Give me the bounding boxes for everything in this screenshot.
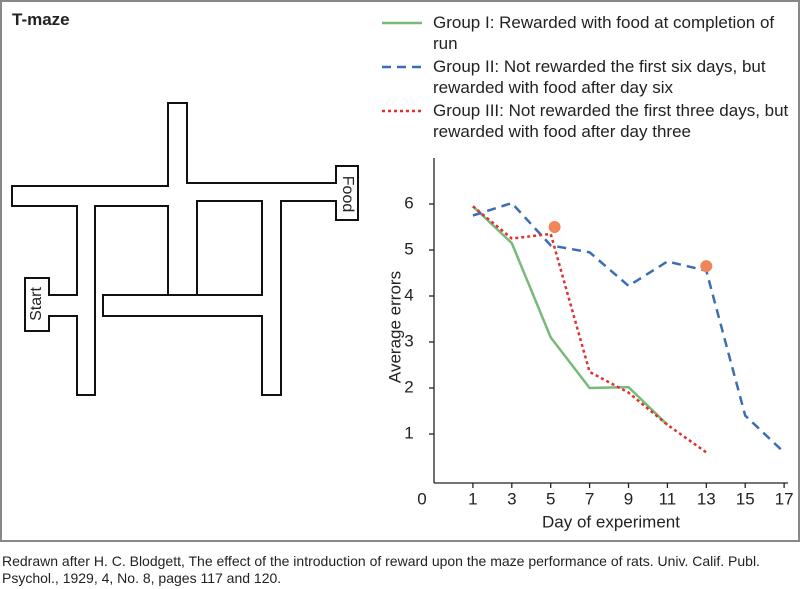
- maze: [11, 102, 359, 396]
- legend-label: Group I: Rewarded with food at completio…: [433, 13, 775, 53]
- legend-swatch: [382, 109, 422, 113]
- y-tick-label: 5: [404, 239, 413, 258]
- series-line: [472, 205, 708, 454]
- series-line: [472, 205, 669, 426]
- y-tick-label: 6: [404, 193, 413, 212]
- y-tick-label: 1: [404, 423, 413, 442]
- maze-start: Start: [28, 287, 45, 321]
- y-tick-label: 4: [404, 285, 413, 304]
- legend: Group I: Rewarded with food at completio…: [380, 12, 798, 144]
- x-tick-label: 7: [585, 489, 594, 508]
- x-tick-label: 13: [697, 489, 716, 508]
- maze-food: Food: [339, 176, 356, 212]
- x-tick-label: 11: [659, 489, 677, 508]
- caption: Redrawn after H. C. Blodgett, The effect…: [2, 553, 760, 586]
- reward-marker: [548, 221, 561, 233]
- x-tick-label: 15: [736, 489, 755, 508]
- legend-label: Group III: Not rewarded the first three …: [433, 101, 789, 141]
- x-tick-label: 3: [507, 489, 516, 508]
- x-tick-label: 1: [468, 489, 477, 508]
- legend-swatch: [382, 65, 422, 69]
- figure-title: T-maze: [12, 10, 70, 29]
- legend-item: Group III: Not rewarded the first three …: [380, 100, 798, 142]
- y-tick-label: 2: [404, 377, 413, 396]
- series-line: [472, 201, 785, 454]
- x-tick-label: 17: [775, 489, 794, 508]
- figure-frame: [0, 0, 800, 542]
- y-tick-label: 0: [417, 489, 426, 508]
- legend-item: Group II: Not rewarded the first six day…: [380, 56, 798, 98]
- x-tick-label: 5: [546, 489, 555, 508]
- legend-item: Group I: Rewarded with food at completio…: [380, 12, 798, 54]
- reward-marker: [700, 260, 713, 273]
- x-tick-label: 9: [624, 489, 633, 508]
- x-axis-label: Day of experiment: [542, 512, 680, 531]
- y-axis-label: Average errors: [385, 271, 404, 383]
- legend-swatch: [382, 21, 422, 25]
- y-tick-label: 3: [404, 331, 413, 350]
- legend-label: Group II: Not rewarded the first six day…: [433, 57, 766, 97]
